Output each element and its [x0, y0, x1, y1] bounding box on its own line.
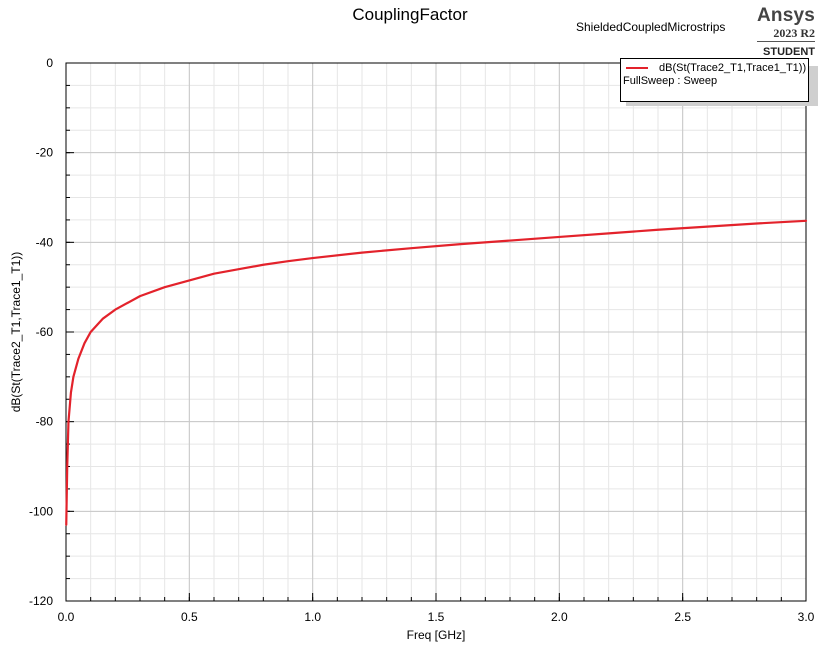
x-tick-label: 2.5: [674, 610, 691, 624]
y-tick-label: -80: [36, 415, 54, 429]
y-tick-label: -40: [36, 235, 54, 249]
legend-sweep-label: FullSweep : Sweep: [623, 75, 718, 87]
brand-logo: Ansys: [756, 5, 815, 26]
y-axis-label: dB(St(Trace2_T1,Trace1_T1)): [9, 251, 23, 413]
y-tick-label: 0: [46, 56, 53, 70]
y-tick-label: -20: [36, 146, 54, 160]
brand-edition: STUDENT: [763, 46, 815, 58]
x-tick-label: 1.0: [304, 610, 321, 624]
legend-entry-label: dB(St(Trace2_T1,Trace1_T1)): [659, 62, 807, 74]
legend-swatch: [626, 67, 648, 69]
x-tick-label: 0.0: [58, 610, 75, 624]
legend[interactable]: dB(St(Trace2_T1,Trace1_T1)) FullSweep : …: [620, 58, 809, 102]
brand-version: 2023 R2: [756, 27, 815, 42]
x-axis-label: Freq [GHz]: [406, 628, 466, 642]
y-tick-label: -60: [36, 325, 54, 339]
design-name: ShieldedCoupledMicrostrips: [576, 20, 726, 34]
x-tick-label: 1.5: [428, 610, 445, 624]
y-tick-label: -120: [29, 594, 53, 608]
series-line: [65, 219, 808, 526]
x-tick-label: 3.0: [798, 610, 815, 624]
y-tick-label: -100: [29, 504, 53, 518]
x-tick-label: 0.5: [181, 610, 198, 624]
brand-block: Ansys 2023 R2 STUDENT: [756, 5, 815, 59]
x-tick-label: 2.0: [551, 610, 568, 624]
chart-title: CouplingFactor: [352, 5, 468, 24]
